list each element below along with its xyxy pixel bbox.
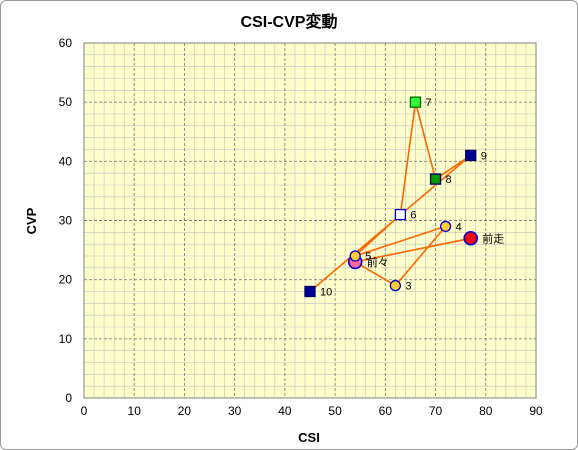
y-tick-label: 0 bbox=[65, 391, 72, 405]
data-label-8: 8 bbox=[446, 174, 452, 186]
chart-title: CSI-CVP変動 bbox=[241, 12, 338, 31]
data-point-3 bbox=[389, 279, 402, 292]
y-tick-label: 60 bbox=[59, 36, 73, 50]
data-point-7 bbox=[409, 96, 422, 108]
x-tick-label: 60 bbox=[379, 404, 393, 418]
data-label-9: 9 bbox=[481, 150, 487, 162]
x-tick-label: 20 bbox=[178, 404, 192, 418]
x-tick-label: 30 bbox=[228, 404, 242, 418]
x-axis-label: CSI bbox=[298, 430, 320, 445]
x-tick-label: 80 bbox=[479, 404, 493, 418]
data-point-5 bbox=[349, 250, 361, 262]
x-tick-label: 90 bbox=[529, 404, 543, 418]
x-tick-label: 10 bbox=[128, 404, 142, 418]
data-point-4 bbox=[439, 220, 452, 233]
y-tick-label: 10 bbox=[59, 332, 73, 346]
data-point-9 bbox=[465, 149, 477, 162]
data-label-4: 4 bbox=[456, 221, 462, 233]
data-label-5: 5 bbox=[365, 251, 371, 263]
x-tick-label: 50 bbox=[328, 404, 342, 418]
y-axis-label: CVP bbox=[24, 207, 39, 234]
y-tick-label: 30 bbox=[59, 214, 73, 228]
y-tick-label: 20 bbox=[59, 273, 73, 287]
plot-border bbox=[83, 42, 537, 399]
data-label-3: 3 bbox=[405, 281, 411, 293]
y-tick-label: 40 bbox=[59, 154, 73, 168]
data-point-10 bbox=[304, 285, 316, 298]
x-tick-label: 40 bbox=[278, 404, 292, 418]
y-tick-label: 50 bbox=[59, 95, 73, 109]
data-label-前走: 前走 bbox=[482, 231, 504, 245]
data-label-10: 10 bbox=[320, 287, 332, 299]
data-label-6: 6 bbox=[410, 210, 416, 222]
data-point-前走 bbox=[463, 230, 479, 246]
data-point-8 bbox=[429, 173, 442, 185]
data-label-7: 7 bbox=[425, 97, 431, 109]
data-point-6 bbox=[394, 208, 407, 221]
data-label-前々: 前々 bbox=[367, 255, 389, 269]
x-tick-label: 0 bbox=[81, 404, 88, 418]
series-line bbox=[309, 101, 472, 293]
x-tick-label: 70 bbox=[429, 404, 443, 418]
